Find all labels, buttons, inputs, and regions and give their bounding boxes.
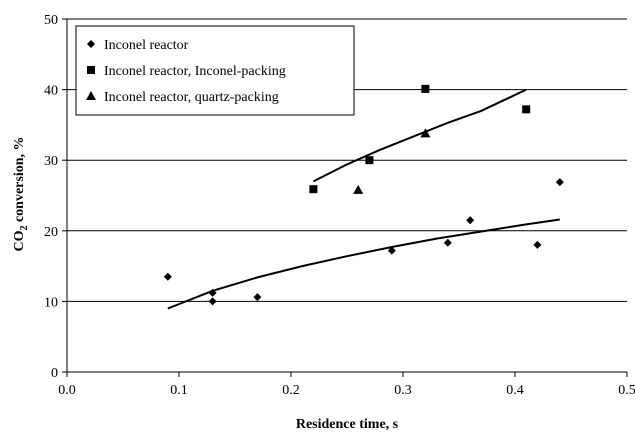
x-tick-label: 0.0 bbox=[58, 383, 76, 398]
trend-lines bbox=[167, 88, 560, 310]
legend-label-1: Inconel reactor bbox=[104, 38, 189, 53]
legend: Inconel reactor Inconel reactor, Inconel-… bbox=[75, 25, 355, 116]
y-tick-label: 30 bbox=[44, 154, 58, 169]
series-1-point bbox=[387, 246, 396, 255]
series-3-point bbox=[420, 128, 431, 138]
series-2-point bbox=[309, 185, 318, 194]
y-axis-label-suffix: conversion, % bbox=[12, 136, 27, 225]
y-axis-label-subscript: 2 bbox=[19, 226, 30, 231]
y-tick-label: 40 bbox=[44, 84, 58, 99]
series-3-point bbox=[353, 184, 364, 194]
series-2-point bbox=[522, 105, 531, 114]
y-tick-label: 50 bbox=[44, 13, 58, 28]
series-1-point bbox=[208, 288, 217, 297]
series-1-point bbox=[443, 238, 452, 247]
x-tick-label: 0.1 bbox=[170, 383, 188, 398]
series-1-point bbox=[533, 240, 542, 249]
axis-ticks: 0 10 20 30 40 50 0.0 0.1 0.2 0.3 0.4 0.5 bbox=[44, 13, 635, 398]
series-1-point bbox=[466, 216, 475, 225]
y-tick-label: 10 bbox=[44, 295, 58, 310]
x-axis-label: Residence time, s bbox=[296, 417, 399, 432]
series-1-point bbox=[208, 297, 217, 306]
legend-marker-1 bbox=[87, 40, 95, 48]
y-tick-label: 0 bbox=[51, 366, 58, 381]
legend-marker-2 bbox=[87, 66, 95, 74]
trend-line-2 bbox=[312, 88, 527, 183]
legend-marker-3 bbox=[86, 91, 96, 100]
legend-label-3: Inconel reactor, quartz-packing bbox=[104, 90, 279, 105]
data-points bbox=[163, 84, 564, 306]
x-tick-label: 0.3 bbox=[394, 383, 412, 398]
series-1-point bbox=[253, 293, 262, 302]
series-2-point bbox=[421, 84, 430, 93]
series-2-point bbox=[365, 156, 374, 165]
series-1-point bbox=[163, 272, 172, 281]
y-axis-label: CO2 conversion, % bbox=[12, 136, 30, 251]
legend-box bbox=[75, 25, 355, 116]
series-1-point bbox=[555, 178, 564, 187]
x-tick-label: 0.2 bbox=[282, 383, 300, 398]
legend-label-2: Inconel reactor, Inconel-packing bbox=[104, 64, 286, 79]
y-tick-label: 20 bbox=[44, 225, 58, 240]
y-axis-label-prefix: CO bbox=[12, 230, 27, 251]
trend-line-1 bbox=[167, 218, 560, 310]
x-tick-label: 0.4 bbox=[506, 383, 524, 398]
x-tick-label: 0.5 bbox=[618, 383, 635, 398]
